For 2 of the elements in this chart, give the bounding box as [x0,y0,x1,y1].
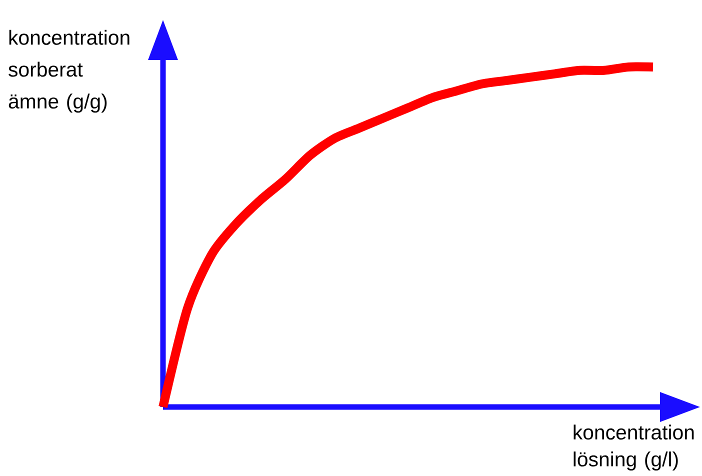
x-axis-title: koncentration lösning (g/l) [574,424,694,471]
y-axis-title: koncentration sorberat ämne (g/g) [8,30,130,113]
